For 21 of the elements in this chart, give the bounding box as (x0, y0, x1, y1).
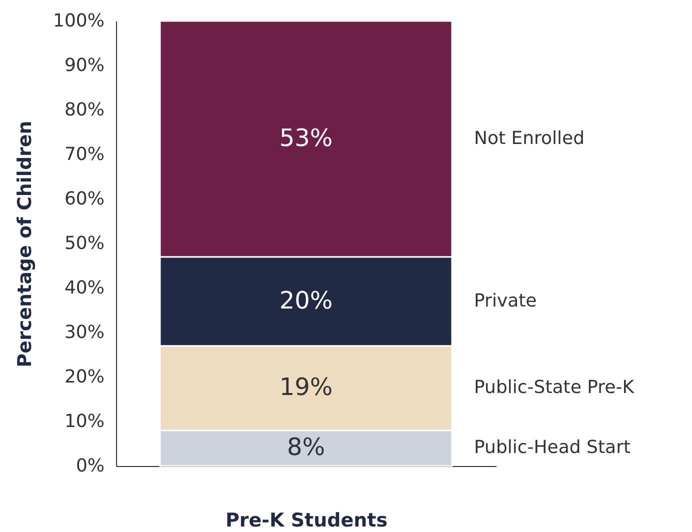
y-tick-label: 60% (64, 188, 104, 210)
series-label: Private (474, 290, 537, 312)
y-tick-label: 80% (64, 100, 104, 120)
y-tick-label: 20% (64, 366, 104, 388)
data-label: 19% (279, 373, 333, 402)
y-tick-label: 40% (64, 278, 104, 298)
data-label: 8% (286, 433, 326, 462)
data-label: 53% (279, 124, 333, 152)
series-label: Not Enrolled (474, 128, 585, 149)
y-tick-label: 70% (64, 144, 104, 165)
data-label: 20% (279, 286, 333, 314)
y-tick-label: 50% (64, 233, 104, 254)
y-tick-label: 100% (53, 10, 104, 32)
series-label: Public-Head Start (474, 437, 631, 458)
y-axis-title: Percentage of Children (14, 120, 36, 368)
x-axis-title: Pre-K Students (225, 510, 388, 532)
y-tick-label: 10% (64, 411, 104, 432)
y-tick-label: 90% (64, 55, 104, 76)
y-tick-label: 0% (76, 456, 104, 476)
series-label: Public-State Pre-K (474, 377, 636, 398)
y-tick-label: 30% (64, 322, 104, 343)
